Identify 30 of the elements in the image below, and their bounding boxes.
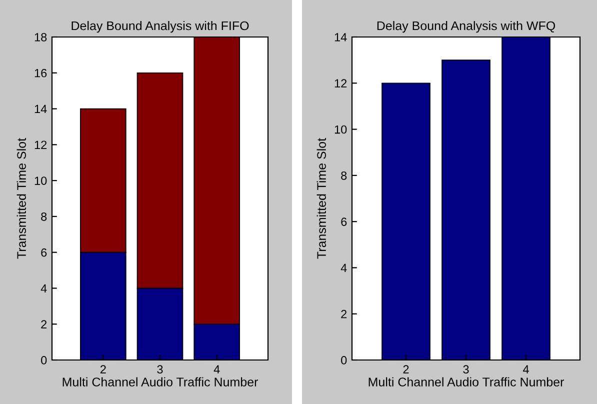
chart-title: Delay Bound Analysis with FIFO [72,20,249,33]
y-tick-label: 12 [34,140,47,149]
y-tick-label: 2 [41,320,47,328]
y-tick-label: 10 [334,125,347,134]
y-tick-label: 6 [341,218,347,226]
y-tick-label: 14 [34,104,47,114]
chart-title: Delay Bound Analysis with WFQ [377,20,556,33]
y-tick-label: 8 [341,171,347,180]
y-tick-label: 2 [341,310,347,318]
y-tick-label: 18 [34,33,47,42]
y-tick-label: 14 [334,33,347,42]
x-axis-title: Multi Channel Audio Traffic Number [368,377,564,386]
y-tick-label: 10 [34,176,47,185]
y-tick-label: 0 [341,356,347,364]
y-tick-label: 4 [40,284,47,292]
y-axis-title: Transmitted Time Slot [16,138,26,259]
x-tick-label: 4 [214,365,220,374]
x-axis-title: Multi Channel Audio Traffic Number [62,377,258,386]
x-tick-label: 3 [157,365,163,374]
y-axis-title: Transmitted Time Slot [316,138,326,259]
y-tick-label: 4 [340,264,347,272]
x-tick-label: 2 [100,365,106,374]
x-tick-label: 2 [403,365,409,374]
y-tick-label: 16 [34,68,47,78]
x-tick-label: 3 [463,365,469,374]
x-tick-label: 4 [522,365,529,374]
y-tick-label: 6 [41,248,47,257]
y-tick-label: 0 [41,356,47,364]
y-tick-label: 8 [41,212,47,221]
y-tick-label: 12 [334,79,347,88]
